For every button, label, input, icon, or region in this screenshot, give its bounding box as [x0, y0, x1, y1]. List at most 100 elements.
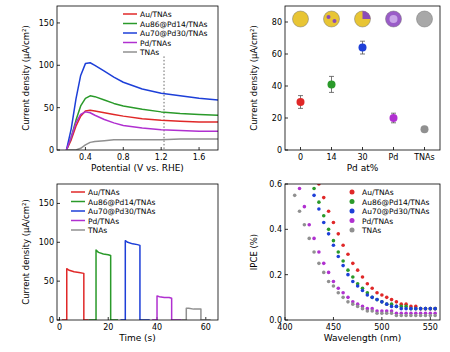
legend-swatch	[71, 201, 85, 203]
series-point	[385, 302, 389, 306]
series-point	[336, 250, 340, 254]
series-point	[424, 307, 428, 311]
x-tick-label: 0	[57, 323, 62, 332]
series-point	[322, 221, 326, 225]
series-point	[303, 205, 307, 209]
series-point	[361, 275, 365, 279]
legend: Au/TNAsAu86@Pd14/TNAsAu70@Pd30/TNAsPd/TN…	[71, 188, 156, 235]
series-point	[380, 311, 384, 315]
series-point	[409, 314, 413, 318]
x-tick	[59, 317, 60, 320]
series-point	[332, 221, 336, 225]
series-point	[385, 302, 389, 306]
legend-swatch	[350, 209, 355, 214]
series-point	[351, 275, 355, 279]
series-point	[419, 314, 423, 318]
y-tick	[57, 242, 60, 243]
series-point	[424, 314, 428, 318]
series-line	[152, 296, 181, 320]
series-line	[66, 112, 218, 150]
series-point	[395, 314, 399, 318]
series-line	[89, 250, 118, 320]
plot-frame	[57, 184, 218, 320]
y-tick-label: 50	[44, 277, 54, 286]
legend-swatch	[123, 51, 137, 53]
y-tick	[285, 54, 288, 55]
series-point	[332, 284, 336, 288]
series-point	[433, 307, 437, 311]
data-point	[390, 114, 398, 122]
series-point	[356, 268, 360, 272]
error-cap	[360, 41, 365, 42]
series-point	[409, 307, 413, 311]
x-tick-label: 0.8	[117, 153, 130, 162]
y-tick	[285, 86, 288, 87]
series-point	[317, 207, 321, 211]
series-point	[424, 307, 428, 311]
series-point	[366, 293, 370, 297]
particle-icon	[324, 11, 340, 27]
legend: Au/TNAsAu86@Pd14/TNAsAu70@Pd30/TNAsPd/TN…	[350, 188, 430, 235]
series-point	[322, 262, 326, 266]
y-tick	[285, 22, 288, 23]
legend: Au/TNAsAu86@Pd14/TNAsAu70@Pd30/TNAsPd/TN…	[123, 10, 208, 57]
legend-label: Au/TNAs	[140, 10, 172, 19]
legend-label: TNAs	[87, 226, 107, 235]
legend-label: Au70@Pd30/TNAs	[362, 207, 430, 216]
x-tick	[199, 147, 200, 150]
series-point	[312, 237, 316, 241]
y-tick-label: 100	[39, 61, 54, 70]
plot-area	[297, 41, 429, 133]
legend-swatch	[71, 229, 85, 231]
x-tick-label: 30	[357, 153, 367, 162]
series-point	[404, 314, 408, 318]
data-point	[421, 125, 429, 133]
plot-frame	[285, 184, 440, 320]
x-tick	[430, 317, 431, 320]
series-point	[351, 262, 355, 266]
series-point	[380, 300, 384, 304]
y-tick-label: 20	[272, 114, 282, 123]
series-point	[346, 300, 350, 304]
legend-label: Au70@Pd30/TNAs	[88, 207, 156, 216]
legend-label: Au/TNAs	[362, 188, 394, 197]
series-point	[370, 286, 374, 290]
legend-label: Au86@Pd14/TNAs	[362, 198, 430, 207]
x-tick-label: 450	[326, 323, 341, 332]
series-point	[341, 259, 345, 263]
plot-frame	[285, 6, 440, 150]
series-point	[366, 282, 370, 286]
x-tick	[331, 147, 332, 150]
error-cap	[298, 95, 303, 96]
x-tick	[123, 147, 124, 150]
legend-swatch	[123, 23, 137, 25]
plot-area	[66, 56, 218, 150]
error-cap	[329, 92, 334, 93]
series-point	[424, 307, 428, 311]
series-point	[298, 187, 302, 191]
series-point	[341, 296, 345, 300]
series-point	[327, 209, 331, 213]
x-axis-title: Potential (V vs. RHE)	[91, 163, 184, 173]
series-point	[356, 305, 360, 309]
series-point	[433, 314, 437, 318]
series-point	[419, 307, 423, 311]
series-point	[317, 250, 321, 254]
error-cap	[329, 76, 334, 77]
x-tick	[381, 317, 382, 320]
x-tick-label: 1.6	[193, 153, 206, 162]
series-point	[395, 305, 399, 309]
y-axis-title: Current density (μA/cm²)	[21, 25, 31, 131]
series-point	[336, 291, 340, 295]
x-tick	[333, 317, 334, 320]
series-point	[361, 289, 365, 293]
series-point	[390, 298, 394, 302]
y-axis-title: Current density (μA/cm²)	[249, 25, 259, 131]
x-tick-label: 40	[152, 323, 162, 332]
legend-swatch	[123, 42, 137, 44]
legend-label: Au86@Pd14/TNAs	[140, 20, 208, 29]
series-point	[312, 250, 316, 254]
particle-icon	[386, 11, 402, 27]
series-point	[433, 307, 437, 311]
series-point	[370, 309, 374, 313]
